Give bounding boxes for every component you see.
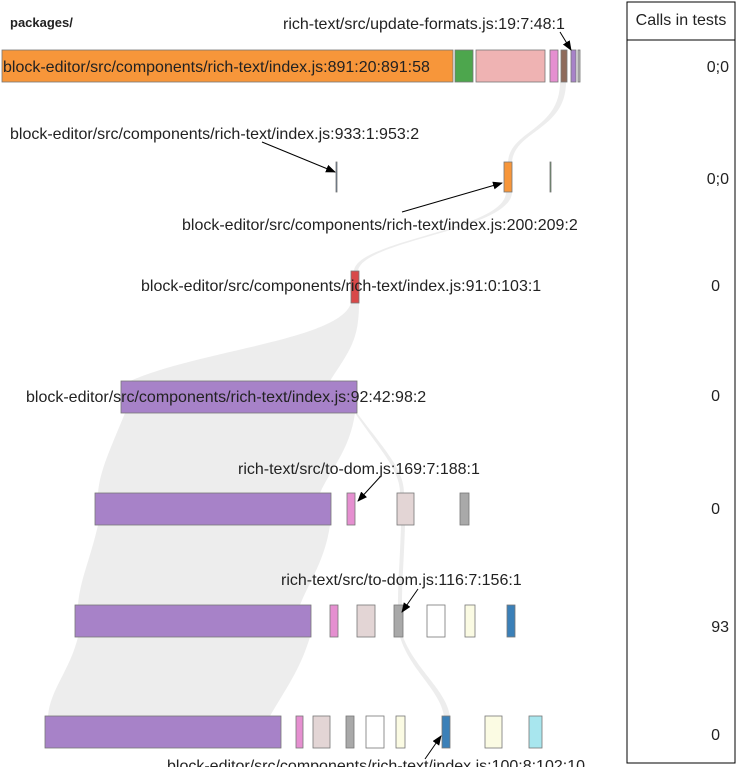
node-label: block-editor/src/components/rich-text/in… [141,278,541,295]
node [528,715,543,749]
node [484,715,503,749]
node-label: rich-text/src/to-dom.js:116:7:156:1 [281,572,522,589]
node-label: rich-text/src/update-formats.js:19:7:48:… [283,16,565,33]
node [506,604,516,638]
calls-value: 93 [711,619,729,636]
node-label: rich-text/src/to-dom.js:169:7:188:1 [238,461,480,478]
node-label: block-editor/src/components/rich-text/in… [167,758,585,767]
node [74,604,312,638]
calls-value: 0 [711,278,720,295]
node [120,380,358,414]
node [365,715,385,749]
node [346,492,356,526]
calls-value: 0 [711,388,720,405]
node [459,492,470,526]
node [577,49,581,83]
node [549,49,559,83]
node [475,49,546,83]
node [393,604,404,638]
node [345,715,355,749]
node [1,49,454,83]
calls-value: 0 [711,501,720,518]
node [454,49,474,83]
calls-value: 0 [711,727,720,744]
arrows [261,31,572,760]
node [549,161,552,193]
calls-column [626,1,736,764]
node [570,49,577,83]
column-title: Calls in tests [636,12,727,29]
nodes [1,49,581,749]
node [295,715,304,749]
node [44,715,282,749]
node [464,604,476,638]
node-label: block-editor/src/components/rich-text/in… [3,59,430,76]
node [503,161,513,193]
node [426,604,446,638]
node [329,604,339,638]
node [312,715,331,749]
root-label: packages/ [10,15,73,30]
calls-value: 0;0 [707,171,729,188]
node [441,715,451,749]
node-label: block-editor/src/components/rich-text/in… [10,126,419,143]
node-label: block-editor/src/components/rich-text/in… [26,389,426,406]
node [396,492,415,526]
node-label: block-editor/src/components/rich-text/in… [182,217,578,234]
node [356,604,376,638]
node [350,270,360,304]
flows [48,82,566,716]
calls-value: 0;0 [707,59,729,76]
node [395,715,406,749]
node [94,492,332,526]
node [335,161,338,193]
node [560,49,568,83]
